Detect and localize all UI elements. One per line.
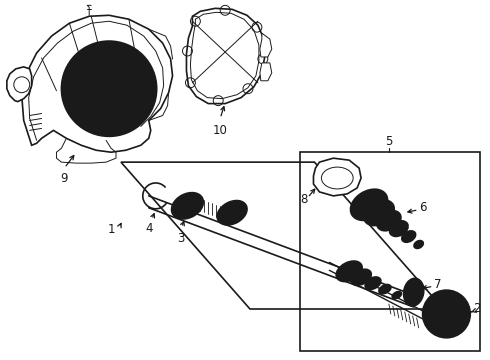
Ellipse shape xyxy=(414,240,423,248)
Ellipse shape xyxy=(377,211,401,231)
Polygon shape xyxy=(260,33,272,57)
Text: 1: 1 xyxy=(107,223,115,236)
Ellipse shape xyxy=(364,200,394,226)
Polygon shape xyxy=(7,67,32,102)
Text: 6: 6 xyxy=(418,201,426,214)
Text: 3: 3 xyxy=(177,231,184,244)
Text: 10: 10 xyxy=(213,125,228,138)
Polygon shape xyxy=(314,158,361,196)
Bar xyxy=(299,152,480,351)
Text: 4: 4 xyxy=(145,222,152,235)
Ellipse shape xyxy=(365,277,381,289)
Ellipse shape xyxy=(404,278,424,306)
Polygon shape xyxy=(187,8,265,104)
Ellipse shape xyxy=(336,261,362,282)
Ellipse shape xyxy=(402,231,416,242)
Text: 7: 7 xyxy=(434,278,441,291)
Text: 2: 2 xyxy=(473,302,481,315)
Text: 8: 8 xyxy=(300,193,308,206)
Polygon shape xyxy=(22,15,172,152)
Text: 9: 9 xyxy=(61,172,68,185)
Ellipse shape xyxy=(172,193,203,219)
Ellipse shape xyxy=(217,201,247,225)
Circle shape xyxy=(61,41,157,136)
Ellipse shape xyxy=(392,292,401,298)
Ellipse shape xyxy=(350,189,388,220)
Polygon shape xyxy=(260,63,272,81)
Text: 5: 5 xyxy=(385,135,392,148)
Circle shape xyxy=(422,290,470,338)
Ellipse shape xyxy=(379,284,391,294)
Ellipse shape xyxy=(390,221,408,237)
Ellipse shape xyxy=(351,269,371,285)
